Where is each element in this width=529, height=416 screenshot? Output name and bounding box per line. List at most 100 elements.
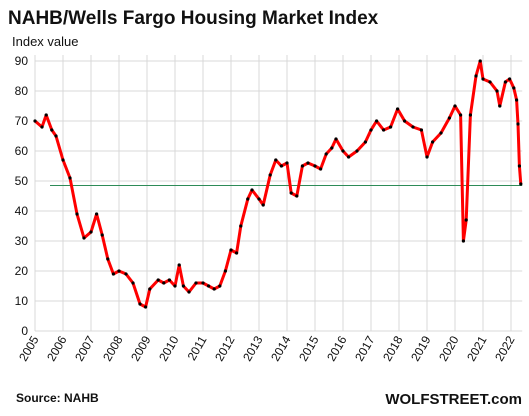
x-tick-label: 2022 [492, 333, 518, 363]
point [218, 284, 222, 288]
point [478, 59, 482, 63]
point [124, 272, 128, 276]
y-tick-label: 10 [15, 294, 29, 308]
point [285, 161, 289, 165]
point [250, 188, 254, 192]
y-tick-label: 60 [15, 144, 29, 158]
point [261, 203, 265, 207]
point [396, 107, 400, 111]
line [34, 59, 523, 309]
x-tick-label: 2017 [352, 333, 378, 363]
point [453, 104, 457, 108]
y-tick-label: 20 [15, 264, 29, 278]
point [111, 272, 115, 276]
x-tick-label: 2015 [296, 333, 322, 363]
point [239, 224, 243, 228]
point [519, 182, 523, 186]
x-tick-label: 2008 [100, 333, 126, 363]
point [95, 212, 99, 216]
point [411, 125, 415, 129]
point [389, 125, 393, 129]
x-tick-label: 2007 [72, 333, 98, 363]
x-tick-label: 2011 [185, 333, 210, 363]
point [268, 173, 272, 177]
point [439, 131, 443, 135]
point [173, 284, 177, 288]
x-tick-label: 2019 [408, 333, 434, 363]
point [44, 113, 48, 117]
point [431, 140, 435, 144]
point [313, 164, 317, 168]
point [516, 122, 520, 126]
point [488, 80, 492, 84]
y-tick-label: 80 [15, 84, 29, 98]
x-tick-label: 2005 [16, 333, 42, 363]
point [369, 128, 373, 132]
point [306, 161, 310, 165]
point [138, 302, 142, 306]
x-tick-label: 2014 [268, 333, 294, 363]
x-tick-label: 2020 [436, 333, 462, 363]
point [330, 146, 334, 150]
x-tick-label: 2009 [128, 333, 154, 363]
y-tick-label: 70 [15, 114, 29, 128]
point [212, 287, 216, 291]
x-tick-label: 2006 [44, 333, 70, 363]
y-tick-label: 0 [21, 324, 28, 338]
y-tick-label: 30 [15, 234, 29, 248]
point [481, 77, 485, 81]
point [295, 194, 299, 198]
x-tick-label: 2016 [324, 333, 350, 363]
point [375, 119, 379, 123]
point [459, 113, 463, 117]
x-tick-label: 2012 [212, 333, 238, 363]
point [363, 140, 367, 144]
point [447, 116, 451, 120]
point [167, 278, 171, 282]
point [319, 167, 323, 171]
point [148, 287, 152, 291]
point [223, 269, 227, 273]
point [515, 98, 519, 102]
point [229, 248, 233, 252]
point [382, 128, 386, 132]
point [257, 197, 261, 201]
point [50, 128, 54, 132]
point [468, 113, 472, 117]
point [300, 164, 304, 168]
point [503, 80, 507, 84]
point [419, 128, 423, 132]
point [181, 284, 185, 288]
point [207, 284, 211, 288]
point [162, 281, 166, 285]
point [324, 152, 328, 156]
point [106, 257, 110, 261]
chart-title: NAHB/Wells Fargo Housing Market Index [8, 8, 379, 29]
point [68, 176, 72, 180]
point [61, 158, 65, 162]
point [194, 281, 198, 285]
x-tick-label: 2021 [464, 333, 490, 363]
brand: WOLFSTREET.com [385, 391, 522, 408]
point [495, 89, 499, 93]
point [341, 149, 345, 153]
point [334, 137, 338, 141]
point [187, 290, 191, 294]
x-tick-label: 2018 [380, 333, 406, 363]
y-axis-label: Index value [12, 34, 79, 49]
point [289, 191, 293, 195]
y-tick-label: 50 [15, 174, 29, 188]
point [274, 158, 278, 162]
point [512, 86, 516, 90]
point [156, 278, 160, 282]
point [54, 134, 58, 138]
point [498, 104, 502, 108]
y-tick-label: 40 [15, 204, 29, 218]
point [89, 230, 93, 234]
point [100, 233, 104, 237]
point [235, 251, 239, 255]
point [508, 77, 512, 81]
y-tick-label: 90 [15, 54, 29, 68]
point [75, 212, 79, 216]
